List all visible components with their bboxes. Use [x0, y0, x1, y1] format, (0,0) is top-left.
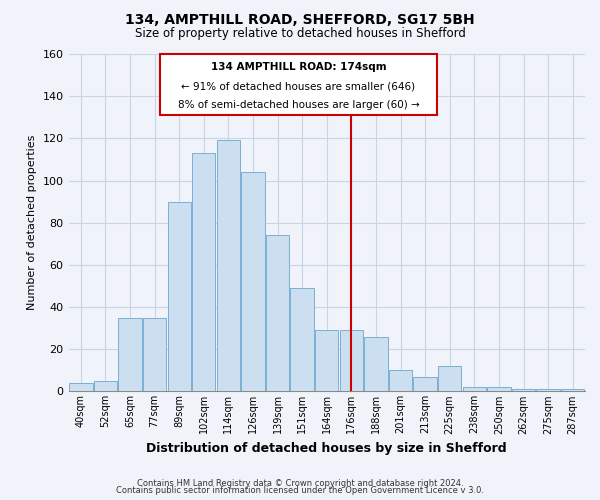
Bar [561, 390, 584, 392]
Text: Contains HM Land Registry data © Crown copyright and database right 2024.: Contains HM Land Registry data © Crown c… [137, 478, 463, 488]
Bar [69, 383, 92, 392]
Bar [192, 153, 215, 392]
Bar [118, 318, 142, 392]
Bar [487, 387, 511, 392]
Text: 134 AMPTHILL ROAD: 174sqm: 134 AMPTHILL ROAD: 174sqm [211, 62, 386, 72]
Bar [389, 370, 412, 392]
Bar [512, 390, 535, 392]
Bar [143, 318, 166, 392]
Bar [266, 236, 289, 392]
Text: ← 91% of detached houses are smaller (646): ← 91% of detached houses are smaller (64… [181, 82, 416, 92]
Text: 134, AMPTHILL ROAD, SHEFFORD, SG17 5BH: 134, AMPTHILL ROAD, SHEFFORD, SG17 5BH [125, 12, 475, 26]
Bar [290, 288, 314, 392]
Bar [438, 366, 461, 392]
Text: Contains public sector information licensed under the Open Government Licence v : Contains public sector information licen… [116, 486, 484, 495]
Y-axis label: Number of detached properties: Number of detached properties [27, 135, 37, 310]
Text: 8% of semi-detached houses are larger (60) →: 8% of semi-detached houses are larger (6… [178, 100, 419, 110]
Bar [413, 376, 437, 392]
Bar [94, 381, 117, 392]
Bar [536, 390, 560, 392]
Bar [217, 140, 240, 392]
Bar [364, 336, 388, 392]
Bar [340, 330, 363, 392]
Text: Size of property relative to detached houses in Shefford: Size of property relative to detached ho… [134, 28, 466, 40]
FancyBboxPatch shape [160, 54, 437, 115]
Bar [167, 202, 191, 392]
X-axis label: Distribution of detached houses by size in Shefford: Distribution of detached houses by size … [146, 442, 507, 455]
Bar [241, 172, 265, 392]
Bar [463, 387, 486, 392]
Bar [315, 330, 338, 392]
